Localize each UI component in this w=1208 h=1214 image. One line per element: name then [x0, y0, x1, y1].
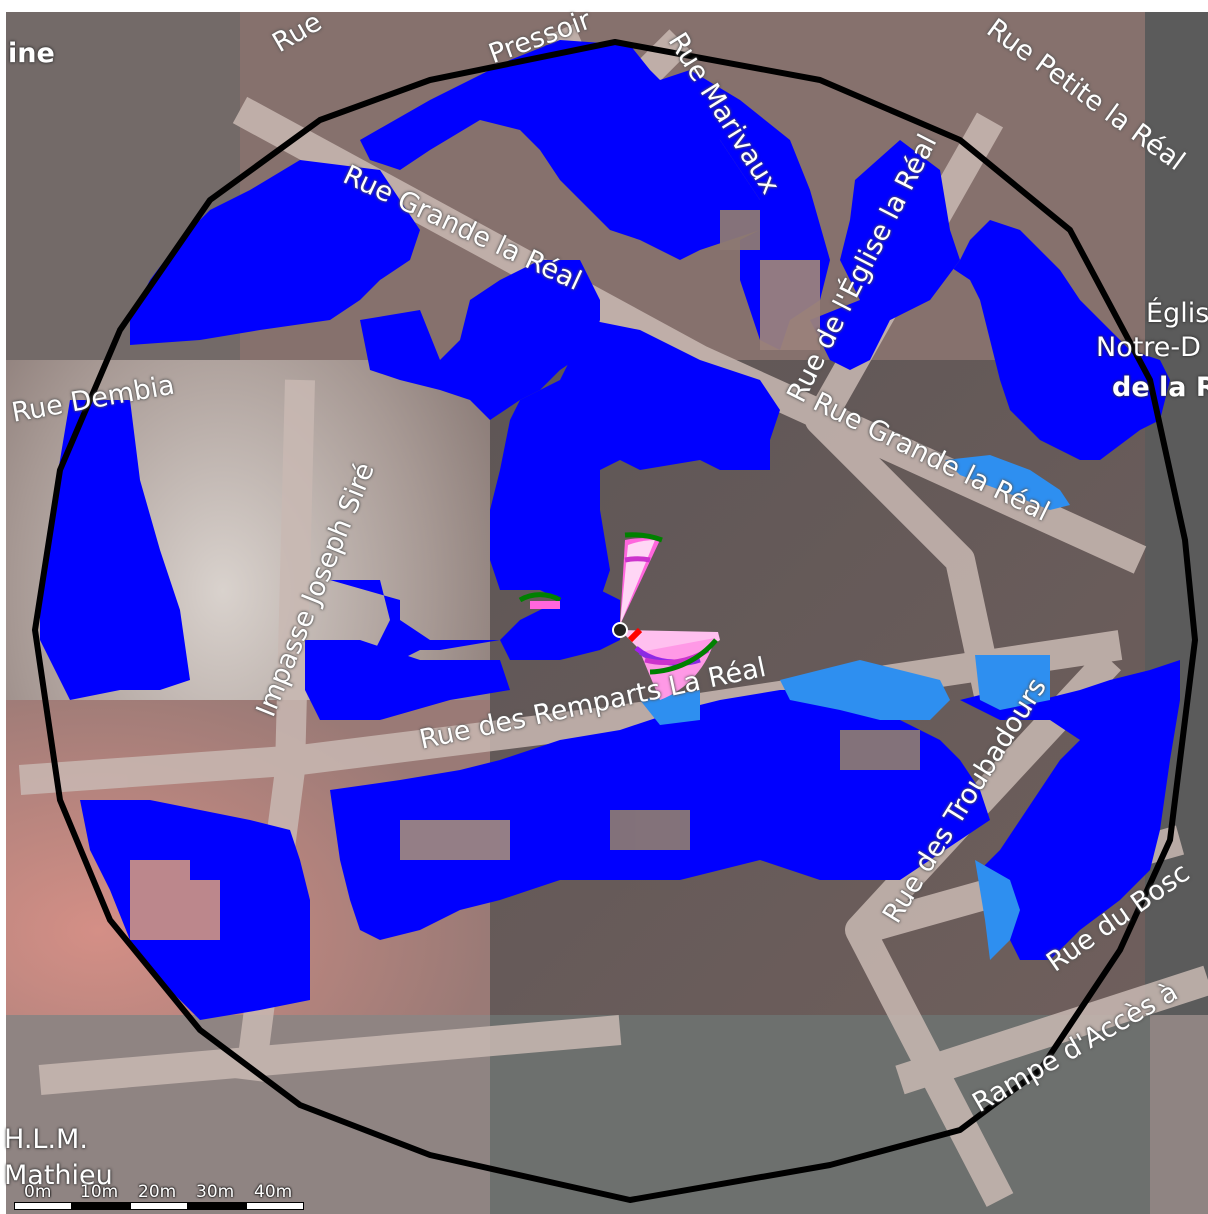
scale-segment: [72, 1202, 130, 1210]
place-label: de la R: [1112, 372, 1208, 403]
place-label: ine: [8, 38, 55, 69]
scale-label: 10m: [80, 1182, 119, 1202]
coverage-gaps: [130, 210, 920, 940]
weak-coverage-layer: [640, 455, 1070, 960]
scale-label: 30m: [196, 1182, 235, 1202]
coverage-layer: [40, 40, 1180, 1020]
place-label: Églis: [1146, 298, 1208, 329]
scale-label: 0m: [24, 1182, 52, 1202]
road-south: [38, 1015, 622, 1095]
scale-label: 20m: [138, 1182, 177, 1202]
scale-segment: [246, 1202, 304, 1210]
road-rampe: [895, 965, 1208, 1095]
analysis-boundary: [32, 39, 1198, 1203]
scale-bar: 0m 10m 20m 30m 40m: [14, 1182, 304, 1212]
antenna-site[interactable]: [518, 532, 720, 700]
place-label: Notre-D: [1096, 332, 1201, 363]
scale-segment: [14, 1202, 72, 1210]
antenna-marker: [612, 622, 628, 638]
place-label: H.L.M.: [4, 1124, 88, 1155]
scale-label: 40m: [254, 1182, 293, 1202]
place-label: Mathieu: [4, 1160, 113, 1191]
scale-segment: [188, 1202, 246, 1210]
scale-segment: [130, 1202, 188, 1210]
